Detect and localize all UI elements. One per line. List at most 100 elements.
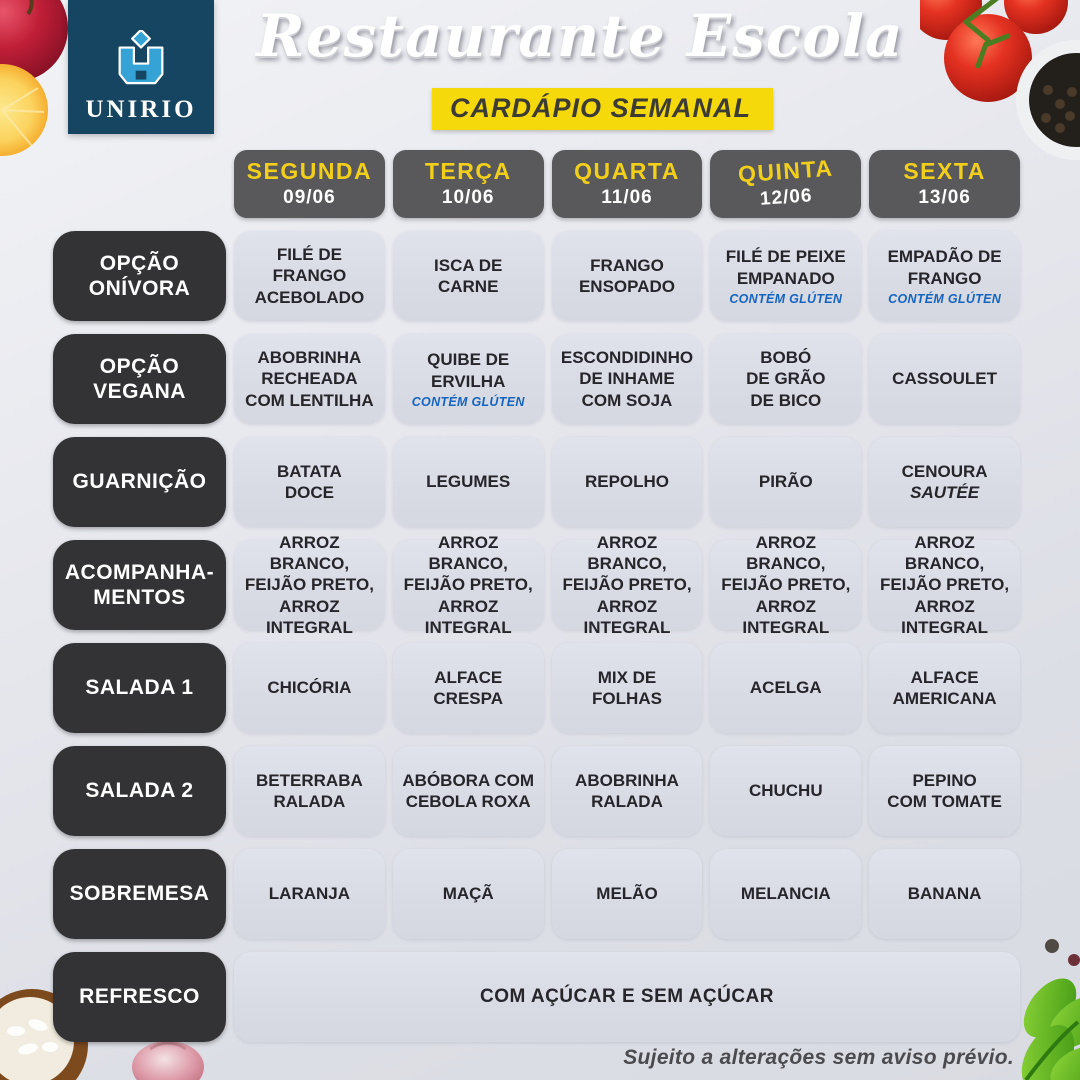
menu-item-text: FILÉ DE FRANGO ACEBOLADO xyxy=(254,245,365,307)
page-title: Restaurante Escola xyxy=(256,2,904,70)
menu-table: SEGUNDA 09/06 TERÇA 10/06 QUARTA 11/06 Q… xyxy=(53,150,1020,1042)
row-label: SALADA 1 xyxy=(53,643,226,733)
menu-cell: MELÃO xyxy=(551,849,703,939)
menu-item-text: ABOBRINHA RALADA xyxy=(575,770,679,811)
day-name: TERÇA xyxy=(424,158,512,185)
menu-cell: FILÉ DE PEIXE EMPANADO CONTÉM GLÚTEN xyxy=(710,231,862,321)
day-name: QUINTA xyxy=(737,155,835,188)
row-label: OPÇÃO ONÍVORA xyxy=(53,231,226,321)
menu-item-text: LEGUMES xyxy=(426,472,511,492)
day-header-1: SEGUNDA 09/06 xyxy=(234,150,385,218)
subtitle-banner: CARDÁPIO SEMANAL xyxy=(432,88,774,130)
menu-item-text: BETERRABA RALADA xyxy=(256,770,363,811)
menu-cell: MAÇÃ xyxy=(392,849,544,939)
menu-item-text: BATATA DOCE xyxy=(276,461,342,502)
menu-item-text: CHICÓRIA xyxy=(267,678,352,698)
menu-cell: ABOBRINHA RECHEADA COM LENTILHA xyxy=(234,334,385,424)
row-label: SALADA 2 xyxy=(53,746,226,836)
day-header-2: TERÇA 10/06 xyxy=(392,150,544,218)
menu-cell: EMPADÃO DE FRANGO CONTÉM GLÚTEN xyxy=(869,231,1020,321)
menu-cell: CASSOULET xyxy=(869,334,1020,424)
menu-item-text: FILÉ DE PEIXE EMPANADO xyxy=(725,247,846,288)
menu-cell: LEGUMES xyxy=(392,437,544,527)
row-label: SOBREMESA xyxy=(53,849,226,939)
day-name: QUARTA xyxy=(574,158,680,185)
menu-cell: CHUCHU xyxy=(710,746,862,836)
menu-cell: ESCONDIDINHO DE INHAME COM SOJA xyxy=(551,334,703,424)
menu-item-text: MIX DE FOLHAS xyxy=(592,667,662,708)
menu-item-text: PIRÃO xyxy=(758,472,813,492)
menu-item-text: MELÃO xyxy=(596,884,658,904)
menu-item-text: ARROZ BRANCO, FEIJÃO PRETO, ARROZ INTEGR… xyxy=(721,532,851,637)
menu-cell: PIRÃO xyxy=(710,437,862,527)
gluten-note: CONTÉM GLÚTEN xyxy=(729,291,843,306)
menu-cell: MELANCIA xyxy=(710,849,862,939)
menu-item-text: ARROZ BRANCO, FEIJÃO PRETO, ARROZ INTEGR… xyxy=(403,532,533,637)
menu-item-text: LARANJA xyxy=(268,884,351,904)
row-label: OPÇÃO VEGANA xyxy=(53,334,226,424)
menu-cell: PEPINO COM TOMATE xyxy=(869,746,1020,836)
menu-item-text: REPOLHO xyxy=(584,472,670,492)
menu-cell: ARROZ BRANCO, FEIJÃO PRETO, ARROZ INTEGR… xyxy=(710,533,862,637)
menu-cell: QUIBE DE ERVILHA CONTÉM GLÚTEN xyxy=(392,334,544,424)
menu-item-text: ABÓBORA COM CEBOLA ROXA xyxy=(402,770,534,811)
day-header-4: QUINTA 12/06 xyxy=(710,150,862,218)
menu-item-text: BOBÓ DE GRÃO DE BICO xyxy=(746,348,826,410)
menu-cell: MIX DE FOLHAS xyxy=(551,643,703,733)
row-label: GUARNIÇÃO xyxy=(53,437,226,527)
menu-cell: ALFACE CRESPA xyxy=(392,643,544,733)
menu-cell: REPOLHO xyxy=(551,437,703,527)
day-header-3: QUARTA 11/06 xyxy=(551,150,703,218)
menu-cell: ISCA DE CARNE xyxy=(392,231,544,321)
menu-item-text: ARROZ BRANCO, FEIJÃO PRETO, ARROZ INTEGR… xyxy=(244,532,374,637)
day-name: SEXTA xyxy=(903,158,986,185)
menu-item-text: QUIBE DE ERVILHA xyxy=(427,350,510,391)
menu-cell: BATATA DOCE xyxy=(234,437,385,527)
menu-item-text: COM AÇÚCAR E SEM AÇÚCAR xyxy=(479,986,775,1008)
disclaimer-text: Sujeito a alterações sem aviso prévio. xyxy=(623,1046,1014,1069)
refresco-cell: COM AÇÚCAR E SEM AÇÚCAR xyxy=(234,952,1020,1042)
menu-item-text: FRANGO ENSOPADO xyxy=(578,255,676,296)
menu-cell: ARROZ BRANCO, FEIJÃO PRETO, ARROZ INTEGR… xyxy=(392,533,544,637)
day-name: SEGUNDA xyxy=(246,158,373,185)
menu-item-text: MAÇÃ xyxy=(442,884,494,904)
menu-cell: ARROZ BRANCO, FEIJÃO PRETO, ARROZ INTEGR… xyxy=(234,533,385,637)
day-date: 13/06 xyxy=(918,186,971,208)
gluten-note: CONTÉM GLÚTEN xyxy=(888,291,1002,306)
gluten-note: CONTÉM GLÚTEN xyxy=(411,394,525,409)
unirio-logo: UNIRIO xyxy=(68,0,214,134)
menu-cell: ARROZ BRANCO, FEIJÃO PRETO, ARROZ INTEGR… xyxy=(869,533,1020,637)
menu-item-text: EMPADÃO DE FRANGO xyxy=(887,247,1002,288)
day-date: 11/06 xyxy=(601,186,653,208)
menu-cell: CHICÓRIA xyxy=(234,643,385,733)
menu-item-text: MELANCIA xyxy=(740,884,831,904)
menu-cell: LARANJA xyxy=(234,849,385,939)
menu-item-text: CASSOULET xyxy=(892,369,998,389)
menu-cell: ACELGA xyxy=(710,643,862,733)
menu-item-text: ISCA DE CARNE xyxy=(434,255,503,296)
menu-item-text: PEPINO COM TOMATE xyxy=(887,770,1002,811)
menu-item-text: ARROZ BRANCO, FEIJÃO PRETO, ARROZ INTEGR… xyxy=(880,532,1010,637)
menu-cell: FILÉ DE FRANGO ACEBOLADO xyxy=(234,231,385,321)
menu-cell: ABÓBORA COM CEBOLA ROXA xyxy=(392,746,544,836)
row-label: ACOMPANHA- MENTOS xyxy=(53,540,226,630)
menu-item-text: ABOBRINHA RECHEADA COM LENTILHA xyxy=(245,348,374,410)
menu-item-text: ALFACE CRESPA xyxy=(433,667,503,708)
table-corner-spacer xyxy=(53,150,226,218)
unirio-emblem-icon xyxy=(118,30,164,85)
day-date: 09/06 xyxy=(283,186,336,208)
menu-cell: CENOURA SAUTÉE xyxy=(869,437,1020,527)
menu-cell: FRANGO ENSOPADO xyxy=(551,231,703,321)
unirio-logo-text: UNIRIO xyxy=(85,96,197,123)
menu-item-text: ALFACE AMERICANA xyxy=(892,667,997,708)
row-label: REFRESCO xyxy=(53,952,226,1042)
menu-item-text: ARROZ BRANCO, FEIJÃO PRETO, ARROZ INTEGR… xyxy=(562,532,692,637)
menu-cell: BETERRABA RALADA xyxy=(234,746,385,836)
menu-item-text: CENOURA xyxy=(901,461,988,481)
menu-cell: BANANA xyxy=(869,849,1020,939)
menu-cell: BOBÓ DE GRÃO DE BICO xyxy=(710,334,862,424)
menu-item-text: ACELGA xyxy=(749,678,822,698)
menu-item-text: ESCONDIDINHO DE INHAME COM SOJA xyxy=(560,348,694,410)
day-date: 12/06 xyxy=(758,184,813,210)
